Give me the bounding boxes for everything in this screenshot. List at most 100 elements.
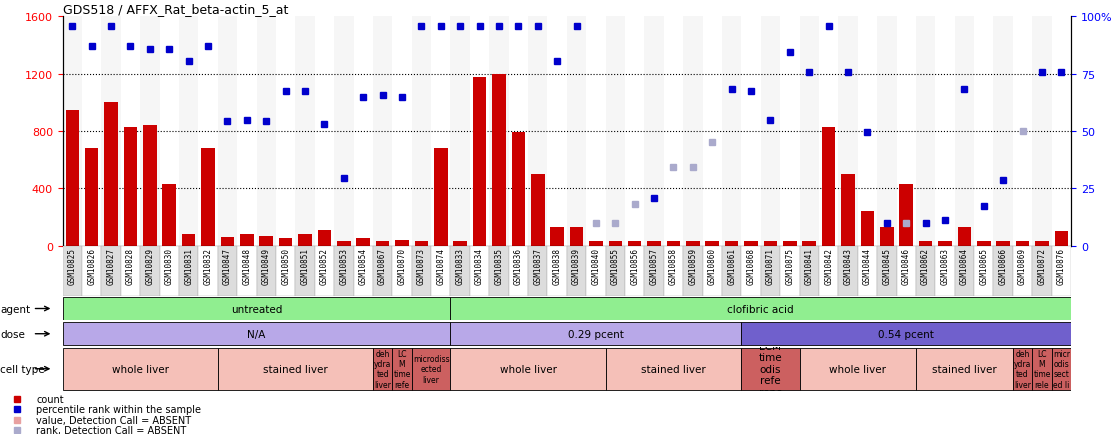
Bar <box>1013 246 1032 296</box>
Bar <box>104 103 117 246</box>
Bar <box>841 174 855 246</box>
Text: GSM10863: GSM10863 <box>940 247 949 285</box>
Text: GSM10832: GSM10832 <box>203 247 212 285</box>
Text: GSM10865: GSM10865 <box>979 247 988 285</box>
Text: GSM10868: GSM10868 <box>747 247 756 285</box>
Bar <box>897 17 916 246</box>
Text: GSM10874: GSM10874 <box>436 247 445 285</box>
Bar <box>198 246 218 296</box>
Text: GSM10839: GSM10839 <box>572 247 581 285</box>
Bar <box>625 246 644 296</box>
Text: deh
ydra
ted
liver: deh ydra ted liver <box>1014 349 1031 389</box>
Bar <box>66 110 79 246</box>
Bar <box>318 230 331 246</box>
Text: GSM10835: GSM10835 <box>494 247 503 285</box>
Bar <box>237 17 256 246</box>
Bar <box>955 17 974 246</box>
Text: GDS518 / AFFX_Rat_beta-actin_5_at: GDS518 / AFFX_Rat_beta-actin_5_at <box>63 3 288 16</box>
Bar <box>916 348 1013 390</box>
Text: stained liver: stained liver <box>932 364 997 374</box>
Text: GSM10827: GSM10827 <box>106 247 115 285</box>
Text: GSM10875: GSM10875 <box>785 247 795 285</box>
Bar <box>858 246 878 296</box>
Bar <box>160 246 179 296</box>
Text: stained liver: stained liver <box>641 364 705 374</box>
Bar <box>392 246 411 296</box>
Bar <box>567 17 586 246</box>
Bar <box>63 246 82 296</box>
Bar <box>434 149 447 246</box>
Bar <box>702 246 722 296</box>
Bar <box>783 242 797 246</box>
Bar <box>121 17 140 246</box>
Bar <box>628 242 642 246</box>
Text: whole liver: whole liver <box>112 364 169 374</box>
Text: GSM10825: GSM10825 <box>68 247 77 285</box>
Bar <box>276 17 295 246</box>
Bar <box>1032 17 1052 246</box>
Bar <box>85 149 98 246</box>
Bar <box>606 17 625 246</box>
Bar <box>644 246 664 296</box>
Text: rank, Detection Call = ABSENT: rank, Detection Call = ABSENT <box>37 425 187 434</box>
Bar <box>490 17 509 246</box>
Text: count: count <box>37 394 64 404</box>
Bar <box>606 348 741 390</box>
Bar <box>121 246 140 296</box>
Text: GSM10847: GSM10847 <box>222 247 231 285</box>
Bar <box>550 227 563 246</box>
Bar <box>878 17 897 246</box>
Bar <box>625 17 644 246</box>
Bar <box>974 17 994 246</box>
Bar <box>741 17 760 246</box>
Text: micr
odis
sect
ed li: micr odis sect ed li <box>1053 349 1070 389</box>
Bar <box>780 246 799 296</box>
Text: GSM10849: GSM10849 <box>262 247 271 285</box>
Bar <box>124 128 138 246</box>
Bar <box>102 246 121 296</box>
Text: GSM10854: GSM10854 <box>359 247 368 285</box>
Text: GSM10855: GSM10855 <box>610 247 619 285</box>
Bar <box>916 246 936 296</box>
Bar <box>276 246 295 296</box>
Bar <box>994 246 1013 296</box>
Bar <box>295 246 315 296</box>
Bar <box>63 348 218 390</box>
Bar <box>570 227 584 246</box>
Bar <box>878 246 897 296</box>
Bar <box>799 17 818 246</box>
Bar <box>1013 17 1032 246</box>
Bar <box>996 242 1010 246</box>
Text: GSM10862: GSM10862 <box>921 247 930 285</box>
Bar <box>683 246 702 296</box>
Bar <box>955 246 974 296</box>
Bar <box>395 240 409 246</box>
Bar <box>315 246 334 296</box>
Bar <box>470 17 490 246</box>
Bar <box>936 246 955 296</box>
Bar <box>353 246 373 296</box>
Bar <box>760 17 780 246</box>
Text: deh
ydra
ted
liver: deh ydra ted liver <box>373 349 391 389</box>
Bar <box>994 17 1013 246</box>
Bar <box>799 246 818 296</box>
Bar <box>160 17 179 246</box>
Text: GSM10867: GSM10867 <box>378 247 387 285</box>
Bar <box>432 17 451 246</box>
Text: whole liver: whole liver <box>500 364 557 374</box>
Bar <box>764 242 777 246</box>
Bar <box>220 237 235 246</box>
Bar <box>818 246 838 296</box>
Bar <box>958 227 972 246</box>
Bar <box>256 17 276 246</box>
Bar <box>531 174 544 246</box>
Text: GSM10857: GSM10857 <box>650 247 659 285</box>
Text: GSM10871: GSM10871 <box>766 247 775 285</box>
Bar <box>373 246 392 296</box>
Bar <box>278 239 293 246</box>
Bar <box>392 348 411 390</box>
Bar <box>919 242 932 246</box>
Bar <box>822 128 835 246</box>
Bar <box>334 246 353 296</box>
Text: GSM10841: GSM10841 <box>805 247 814 285</box>
